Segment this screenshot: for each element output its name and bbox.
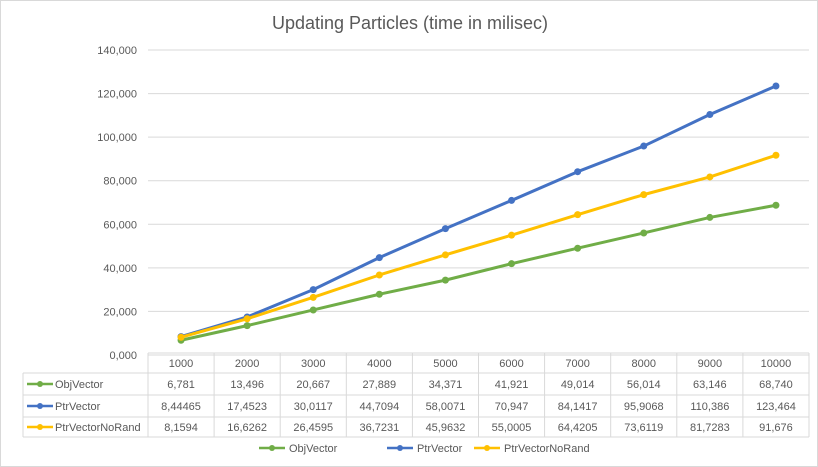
table-cell: 68,740: [759, 379, 793, 391]
table-series-name: ObjVector: [55, 379, 104, 391]
data-point: [772, 201, 780, 209]
x-category-label: 1000: [169, 358, 193, 370]
table-cell: 16,6262: [227, 422, 267, 434]
data-point: [309, 293, 317, 301]
data-point: [375, 254, 383, 262]
y-tick-label: 0,000: [109, 350, 137, 362]
x-category-label: 7000: [565, 358, 589, 370]
chart-title: Updating Particles (time in milisec): [272, 13, 548, 33]
y-tick-label: 120,000: [97, 89, 137, 101]
table-cell: 84,1417: [558, 401, 598, 413]
legend-marker: [484, 445, 490, 451]
data-point: [309, 286, 317, 294]
data-point: [309, 306, 317, 314]
legend-label: ObjVector: [289, 443, 338, 455]
table-series-name: PtrVector: [55, 401, 101, 413]
x-category-label: 3000: [301, 358, 325, 370]
data-point: [441, 251, 449, 259]
data-point: [640, 191, 648, 199]
table-cell: 49,014: [561, 379, 595, 391]
series-line-PtrVector: [180, 84, 777, 339]
table-cell: 6,781: [167, 379, 195, 391]
data-point: [375, 271, 383, 279]
data-point: [706, 111, 714, 119]
legend-key-marker: [37, 381, 43, 387]
data-point: [508, 196, 516, 204]
data-point: [706, 213, 714, 221]
legend-marker: [397, 445, 403, 451]
y-tick-label: 100,000: [97, 132, 137, 144]
table-cell: 70,947: [495, 401, 529, 413]
series-line-PtrVectorNoRand: [180, 153, 777, 339]
table-cell: 8,44465: [161, 401, 201, 413]
data-point: [441, 276, 449, 284]
x-category-label: 5000: [433, 358, 457, 370]
data-point: [574, 168, 582, 176]
data-point: [640, 142, 648, 150]
data-point: [772, 82, 780, 90]
table-cell: 27,889: [363, 379, 397, 391]
table-cell: 58,0071: [426, 401, 466, 413]
table-cell: 8,1594: [164, 422, 198, 434]
table-cell: 55,0005: [492, 422, 532, 434]
table-cell: 73,6119: [624, 422, 663, 434]
x-category-label: 8000: [632, 358, 656, 370]
y-tick-label: 40,000: [103, 263, 137, 275]
x-category-label: 10000: [761, 358, 792, 370]
legend-label: PtrVector: [417, 443, 463, 455]
table-cell: 34,371: [429, 379, 463, 391]
data-point: [772, 151, 780, 159]
legend-key-marker: [37, 424, 43, 430]
table-cell: 45,9632: [426, 422, 466, 434]
y-tick-label: 140,000: [97, 45, 137, 57]
y-tick-label: 60,000: [103, 219, 137, 231]
legend-label: PtrVectorNoRand: [504, 443, 590, 455]
data-point: [640, 229, 648, 237]
data-point: [508, 231, 516, 239]
data-point: [441, 225, 449, 233]
data-point: [375, 290, 383, 298]
data-point: [177, 333, 185, 341]
table-cell: 91,676: [759, 422, 793, 434]
x-category-label: 4000: [367, 358, 391, 370]
table-cell: 123,464: [756, 401, 796, 413]
data-point: [243, 315, 251, 323]
data-point: [574, 211, 582, 219]
table-cell: 41,921: [495, 379, 529, 391]
x-category-label: 6000: [499, 358, 523, 370]
table-cell: 64,4205: [558, 422, 598, 434]
legend-marker: [269, 445, 275, 451]
y-tick-label: 20,000: [103, 306, 137, 318]
data-point: [574, 244, 582, 252]
data-point: [706, 173, 714, 181]
table-cell: 95,9068: [624, 401, 664, 413]
table-cell: 26,4595: [293, 422, 333, 434]
y-tick-label: 80,000: [103, 176, 137, 188]
table-cell: 63,146: [693, 379, 727, 391]
table-cell: 13,496: [230, 379, 264, 391]
x-category-label: 9000: [698, 358, 722, 370]
table-cell: 44,7094: [359, 401, 399, 413]
table-cell: 30,0117: [294, 401, 333, 413]
table-cell: 17,4523: [227, 401, 267, 413]
legend-key-marker: [37, 403, 43, 409]
table-cell: 110,386: [690, 401, 729, 413]
series-line-ObjVector: [180, 203, 777, 342]
data-point: [243, 322, 251, 330]
table-cell: 20,667: [296, 379, 330, 391]
table-cell: 36,7231: [359, 422, 399, 434]
table-cell: 81,7283: [690, 422, 730, 434]
table-series-name: PtrVectorNoRand: [55, 422, 141, 434]
data-point: [508, 260, 516, 268]
x-category-label: 2000: [235, 358, 259, 370]
table-cell: 56,014: [627, 379, 661, 391]
